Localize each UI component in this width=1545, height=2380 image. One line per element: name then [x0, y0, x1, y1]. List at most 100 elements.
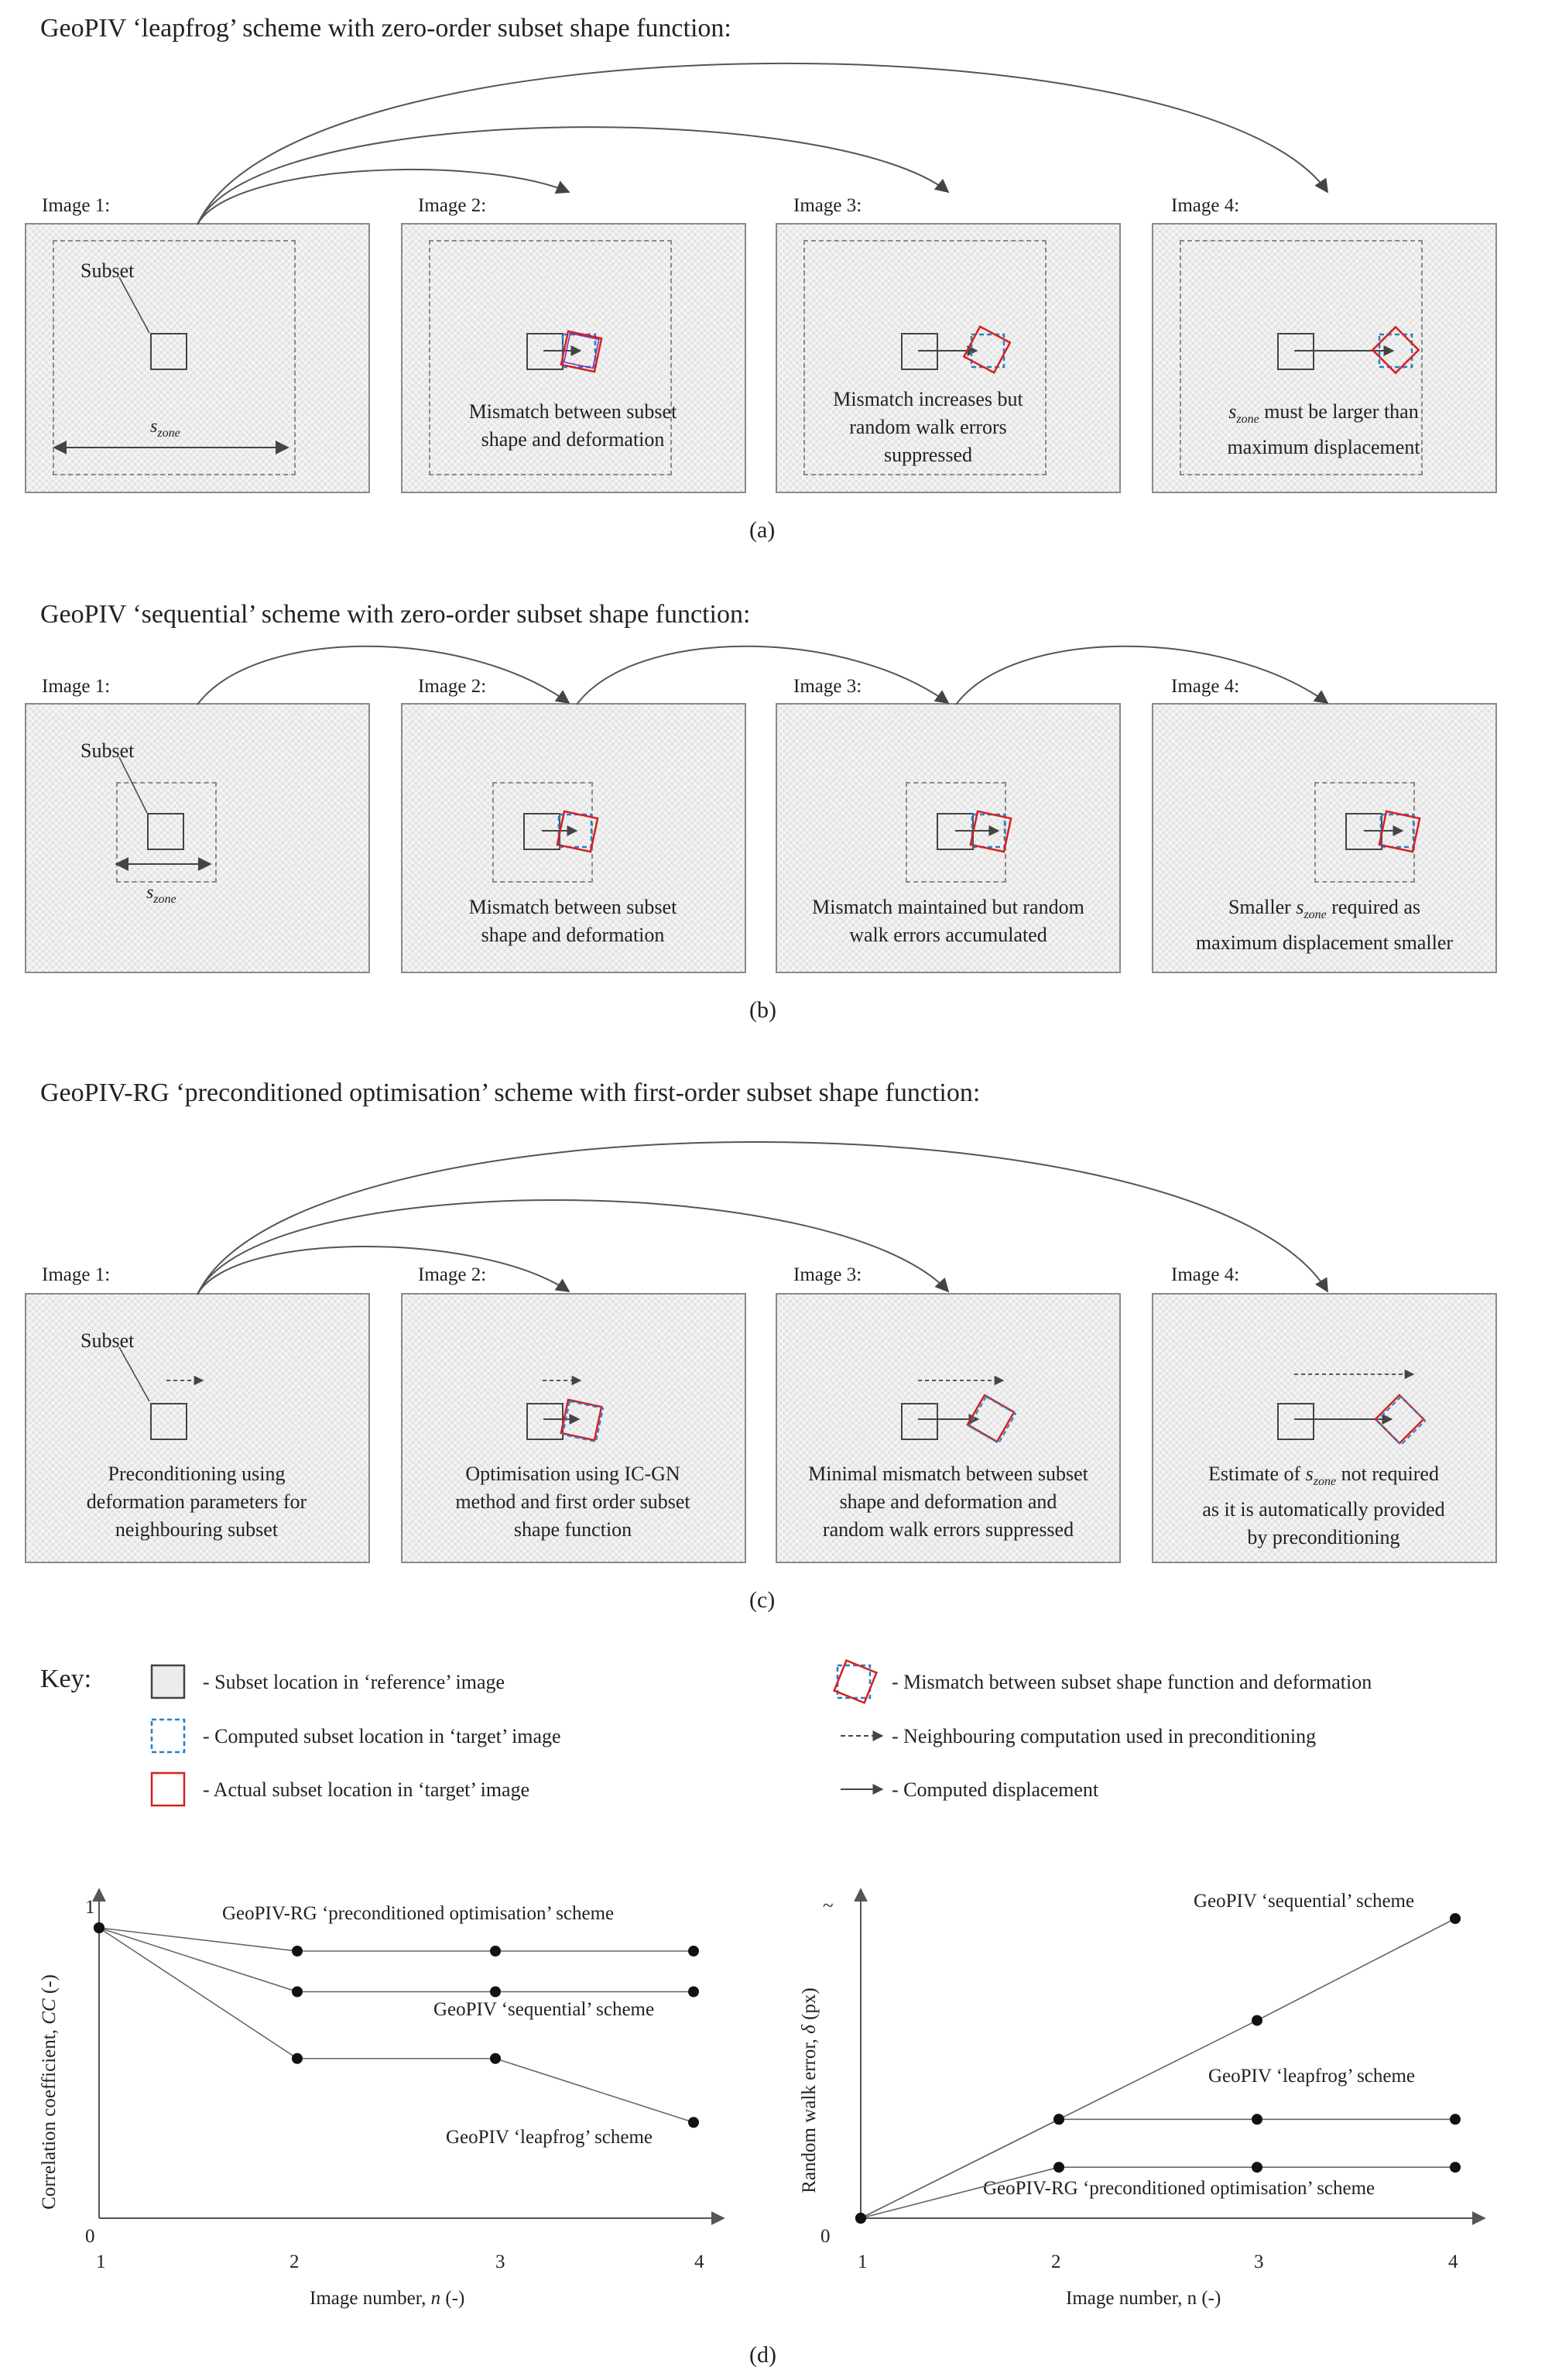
c-panel-1: Subset Preconditioning using deformation … — [25, 1293, 370, 1563]
c-arc-1-to-2 — [197, 1246, 570, 1295]
key-item-displacement: - Computed displacement — [892, 1778, 1099, 1801]
actual-subset — [560, 330, 603, 373]
panel-label-a: (a) — [749, 517, 776, 543]
chart1-point-s1-2 — [490, 1986, 501, 1998]
chart1-point-s2-3 — [688, 2117, 699, 2128]
key-item-actual: - Actual subset location in ‘target’ ima… — [203, 1778, 530, 1801]
b-panel-3: Mismatch maintained but random walk error… — [776, 703, 1121, 973]
chart-marks — [94, 1913, 1461, 2224]
b-arc-3-to-4 — [955, 645, 1329, 705]
chart1-point-s1-3 — [688, 1986, 699, 1998]
chart2-series-line-1 — [860, 2118, 1455, 2219]
subset-label: Subset — [81, 739, 135, 762]
chart2-point-s1-3 — [1450, 2114, 1461, 2125]
chart1-ytick-0: 0 — [85, 2226, 95, 2247]
a-caption-4: szone must be larger than maximum displac… — [1227, 400, 1420, 459]
chart1-series-line-2 — [98, 1927, 694, 2124]
b-arc-2-to-3 — [576, 645, 950, 705]
actual-subset — [962, 325, 1012, 374]
computed-subset — [1378, 333, 1413, 369]
chart2-series-label-sequential: GeoPIV ‘sequential’ scheme — [1194, 1891, 1415, 1912]
chart1-ytick-1: 1 — [85, 1897, 95, 1918]
chart2-xlabel: Image number, n (-) — [1066, 2288, 1221, 2309]
chart1-series-line-0 — [98, 1927, 694, 1952]
chart2-point-s2-1 — [1053, 2162, 1064, 2173]
a-panel-2: Mismatch between subset shape and deforma… — [401, 223, 746, 493]
chart1-xtick-2: 2 — [289, 2251, 300, 2272]
subset-leader — [118, 1346, 150, 1402]
panel-label-c: (c) — [749, 1587, 776, 1613]
chart1-point-s0-3 — [688, 1946, 699, 1956]
chart1-point-s2-0 — [94, 1922, 104, 1933]
b-caption-4: Smaller szone required as maximum displac… — [1195, 896, 1454, 955]
section-a-heading: GeoPIV ‘leapfrog’ scheme with zero-order… — [40, 14, 731, 43]
b-panel-4: Smaller szone required as maximum displac… — [1152, 703, 1497, 973]
b-image1-label: Image 1: — [42, 676, 111, 697]
chart1-xtick-3: 3 — [495, 2251, 505, 2272]
overlap-subset — [563, 332, 600, 369]
c-panel-4: Estimate of szone not required as it is a… — [1152, 1293, 1497, 1563]
reference-subset — [1277, 1403, 1314, 1440]
computed-subset — [561, 1400, 605, 1443]
a-arc-1-to-4 — [197, 62, 1329, 225]
c-panel-2: Optimisation using IC-GN method and first… — [401, 1293, 746, 1563]
c-image1-label: Image 1: — [42, 1264, 111, 1285]
reference-subset — [901, 1403, 938, 1440]
a-image4-label: Image 4: — [1171, 195, 1240, 216]
a-caption-3: Mismatch increases but random walk errors… — [833, 388, 1023, 466]
c-image4-label: Image 4: — [1171, 1264, 1240, 1285]
panel-label-d: (d) — [749, 2342, 776, 2368]
chart2-series-label-preconditioned: GeoPIV-RG ‘preconditioned optimisation’ … — [983, 2178, 1375, 2199]
computed-subset — [970, 333, 1005, 369]
section-c-heading: GeoPIV-RG ‘preconditioned optimisation’ … — [40, 1079, 981, 1107]
chart1-point-s0-1 — [292, 1946, 303, 1956]
a-panel-4: szone must be larger than maximum displac… — [1152, 223, 1497, 493]
chart2-point-s2-0 — [855, 2213, 866, 2224]
c-image2-label: Image 2: — [418, 1264, 487, 1285]
chart2-point-s2-2 — [1252, 2162, 1262, 2173]
key-item-reference: - Subset location in ‘reference’ image — [203, 1671, 505, 1693]
chart2-xtick-2: 2 — [1051, 2251, 1061, 2272]
chart2-point-s0-2 — [1252, 2015, 1262, 2026]
c-caption-2: Optimisation using IC-GN method and first… — [455, 1463, 690, 1541]
subset-search-zone — [429, 240, 672, 475]
szone-label: szone — [146, 883, 176, 906]
reference-subset — [150, 1403, 187, 1440]
reference-subset — [147, 813, 184, 850]
actual-subset — [560, 1398, 603, 1442]
c-caption-3: Minimal mismatch between subset shape and… — [808, 1463, 1088, 1541]
c-caption-1: Preconditioning using deformation paramet… — [86, 1463, 307, 1541]
chart2-axis-break: ~ — [823, 1895, 834, 1916]
chart1-point-s0-2 — [490, 1946, 501, 1956]
chart2-series-label-leapfrog: GeoPIV ‘leapfrog’ scheme — [1208, 2066, 1416, 2087]
key-reference-symbol — [150, 1664, 186, 1699]
chart1-point-s1-1 — [292, 1986, 303, 1998]
a-arc-1-to-3 — [197, 126, 950, 225]
key-mismatch-actual — [833, 1659, 878, 1704]
computed-subset — [1375, 1395, 1427, 1446]
b-arc-1-to-2 — [197, 645, 570, 705]
actual-subset — [969, 810, 1012, 853]
chart1-series-label-sequential: GeoPIV ‘sequential’ scheme — [433, 1999, 655, 2020]
chart2-point-s1-1 — [1053, 2114, 1064, 2125]
key-item-mismatch: - Mismatch between subset shape function… — [892, 1671, 1372, 1693]
chart2-point-s1-2 — [1252, 2114, 1262, 2125]
chart1-series-line-1 — [98, 1927, 694, 1993]
actual-subset — [1371, 325, 1420, 375]
reference-subset — [150, 333, 187, 370]
subset-search-zone — [116, 782, 217, 883]
chart2-ytick-0: 0 — [820, 2226, 831, 2247]
subset-leader — [118, 276, 150, 334]
szone-label: szone — [150, 417, 180, 440]
actual-subset — [1378, 810, 1421, 853]
subset-search-zone — [53, 240, 296, 475]
key-item-neighbouring: - Neighbouring computation used in preco… — [892, 1725, 1317, 1747]
b-image2-label: Image 2: — [418, 676, 487, 697]
chart2-point-s0-3 — [1450, 1913, 1461, 1924]
chart2-point-s2-3 — [1450, 2162, 1461, 2173]
chart1-series-label-preconditioned: GeoPIV-RG ‘preconditioned optimisation’ … — [222, 1903, 615, 1924]
key-actual-symbol — [150, 1771, 186, 1807]
c-panel-3: Minimal mismatch between subset shape and… — [776, 1293, 1121, 1563]
chart1-point-s2-2 — [490, 2052, 501, 2064]
subset-leader — [118, 756, 148, 814]
